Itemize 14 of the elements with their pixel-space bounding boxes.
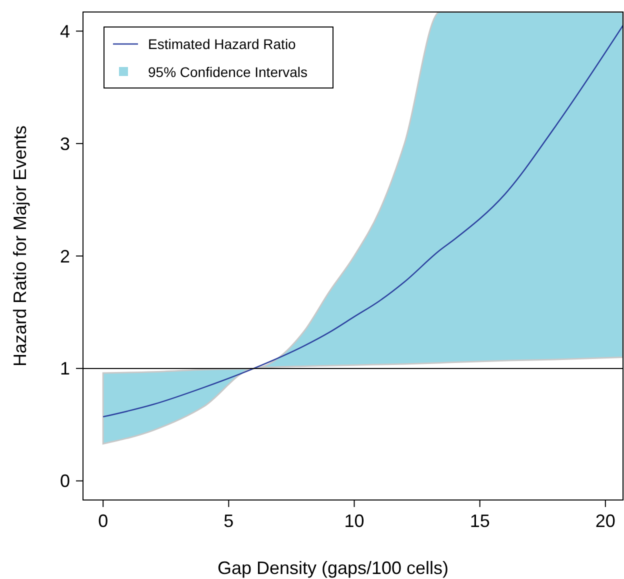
x-tick-label: 15	[470, 511, 490, 531]
y-axis-title: Hazard Ratio for Major Events	[10, 125, 30, 367]
y-tick-label: 0	[60, 471, 70, 492]
y-tick-label: 4	[60, 21, 70, 42]
x-tick-label: 0	[98, 511, 108, 531]
y-tick-label: 3	[60, 134, 70, 154]
x-tick-label: 5	[224, 511, 234, 531]
y-tick-label: 1	[60, 358, 70, 379]
legend-label: Estimated Hazard Ratio	[148, 36, 296, 52]
annotation: 95% Confidence Intervals	[148, 64, 308, 80]
x-tick-label: 20	[595, 511, 616, 531]
x-axis-title: Gap Density (gaps/100 cells)	[217, 558, 449, 578]
y-tick-label: 2	[60, 246, 70, 266]
x-tick-label: 10	[344, 511, 364, 531]
